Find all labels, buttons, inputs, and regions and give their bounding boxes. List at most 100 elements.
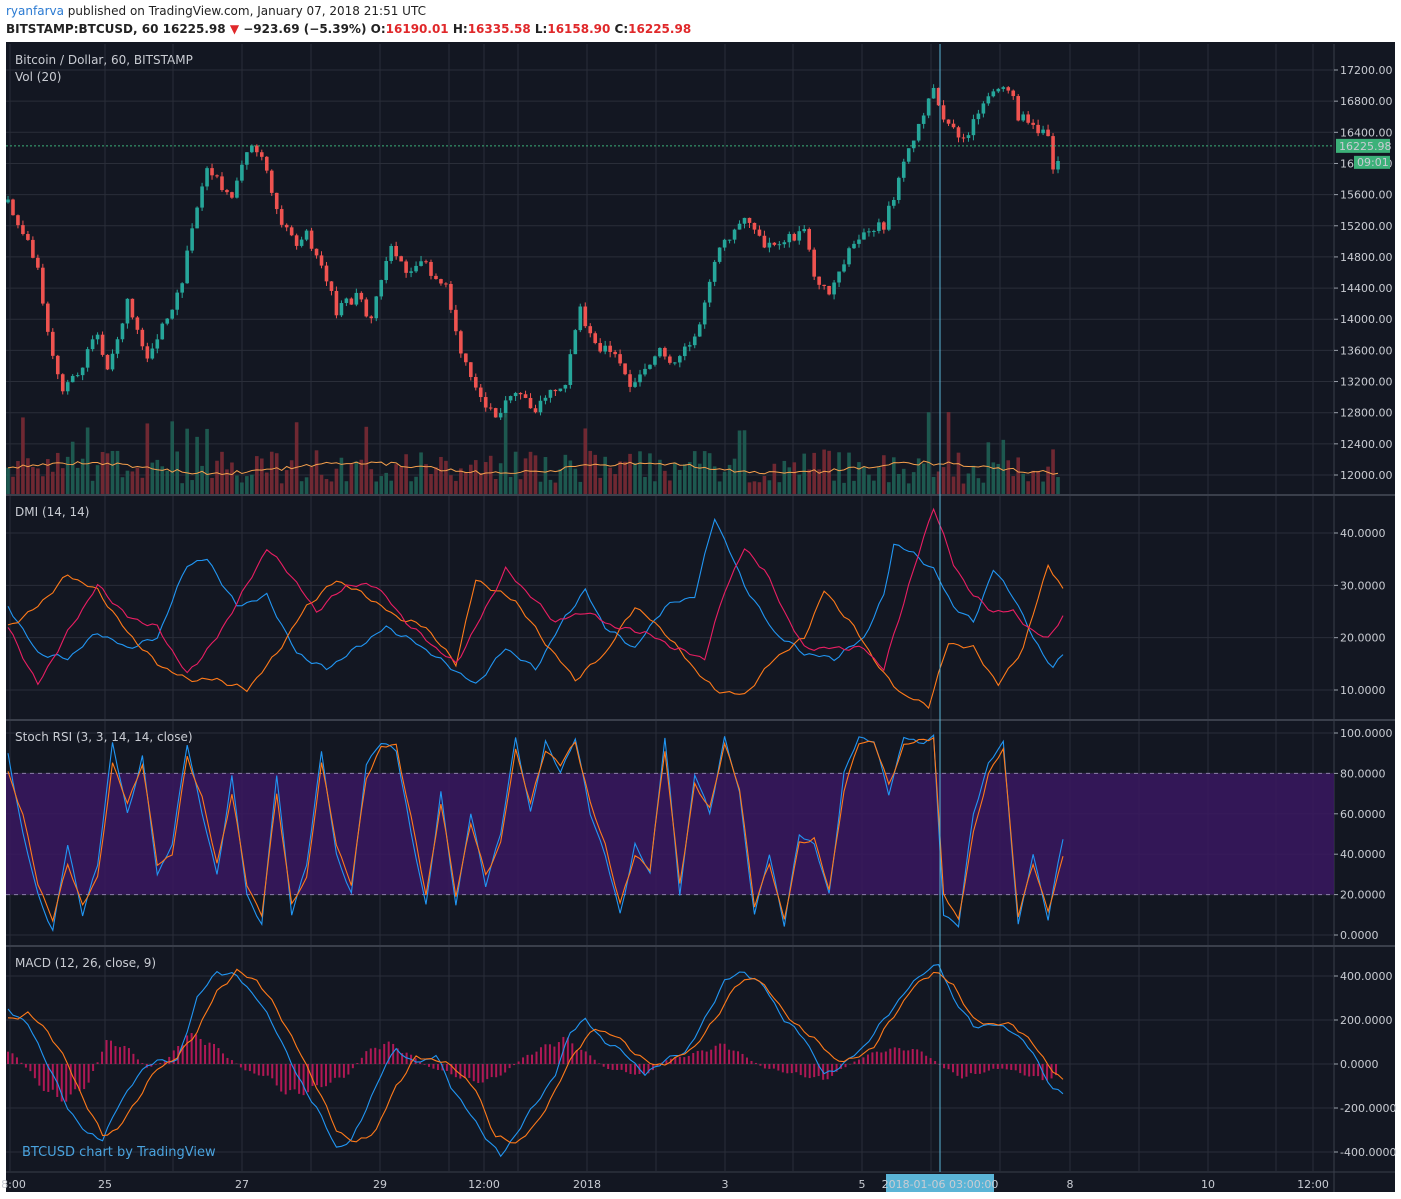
candle-body xyxy=(951,123,956,128)
macd-histogram-bar xyxy=(548,1044,551,1064)
candle-body xyxy=(409,271,413,273)
macd-histogram-bar xyxy=(844,1064,847,1068)
volume-bar xyxy=(573,468,578,494)
dmi-tick-label: 40.0000 xyxy=(1340,527,1386,540)
macd-histogram-bar xyxy=(262,1064,265,1076)
macd-histogram-bar xyxy=(642,1064,645,1074)
candle-body xyxy=(608,345,612,352)
volume-bar xyxy=(807,469,812,494)
macd-histogram-bar xyxy=(925,1055,928,1064)
candle-body xyxy=(762,235,767,248)
macd-histogram-bar xyxy=(38,1064,41,1086)
candle-body xyxy=(832,282,836,295)
candle-body xyxy=(882,222,886,230)
macd-histogram-bar xyxy=(239,1064,242,1068)
macd-histogram-bar xyxy=(47,1064,50,1092)
candle-body xyxy=(155,339,160,349)
time-axis-label: 12:00 xyxy=(1297,1178,1329,1191)
volume-bar xyxy=(369,469,374,494)
candle-body xyxy=(31,239,35,258)
volume-bar xyxy=(205,428,209,494)
volume-bar xyxy=(215,460,219,494)
macd-histogram-bar xyxy=(884,1051,887,1064)
macd-histogram-bar xyxy=(365,1051,368,1064)
macd-histogram-bar xyxy=(387,1041,390,1064)
macd-histogram-bar xyxy=(777,1064,780,1071)
macd-histogram-bar xyxy=(620,1064,623,1070)
price-tick-label: 16400.00 xyxy=(1340,126,1393,139)
candle-body xyxy=(1036,124,1040,134)
macd-histogram-bar xyxy=(526,1054,529,1064)
macd-histogram-bar xyxy=(513,1064,516,1066)
macd-histogram-bar xyxy=(535,1051,538,1064)
candle-body xyxy=(638,374,642,383)
stoch-rsi-tick-label: 100.0000 xyxy=(1340,727,1393,740)
volume-bar xyxy=(259,458,264,494)
macd-histogram-bar xyxy=(741,1053,744,1064)
volume-bar xyxy=(503,413,508,494)
volume-bar xyxy=(36,468,40,494)
candle-body xyxy=(190,228,194,251)
macd-histogram-bar xyxy=(481,1064,484,1083)
macd-histogram-bar xyxy=(862,1057,865,1064)
volume-bar xyxy=(319,474,324,494)
volume-bar xyxy=(379,476,384,494)
volume-bar xyxy=(1001,439,1006,494)
volume-bar xyxy=(717,481,722,494)
volume-bar xyxy=(140,477,145,494)
symbol-label: BITSTAMP:BTCUSD, 60 xyxy=(6,22,159,36)
volume-bar xyxy=(991,462,996,494)
macd-histogram-bar xyxy=(907,1050,910,1064)
volume-bar xyxy=(628,453,632,494)
volume-bar xyxy=(269,451,274,494)
candle-body xyxy=(921,115,926,124)
candle-body xyxy=(807,229,812,250)
volume-bar xyxy=(916,458,921,494)
volume-bar xyxy=(882,455,886,494)
candle-body xyxy=(901,161,906,178)
volume-bar xyxy=(314,450,319,494)
price-tick-label: 15200.00 xyxy=(1340,220,1393,233)
candle-body xyxy=(513,392,518,397)
volume-bar xyxy=(31,466,35,494)
candle-body xyxy=(70,375,75,383)
volume-bar xyxy=(772,463,777,494)
macd-histogram-bar xyxy=(732,1050,735,1064)
volume-bar xyxy=(926,412,931,494)
macd-histogram-bar xyxy=(24,1064,27,1068)
macd-histogram-bar xyxy=(20,1062,23,1064)
macd-histogram-bar xyxy=(29,1064,32,1072)
chart-frame[interactable] xyxy=(6,42,1395,1192)
price-tick-label: 12400.00 xyxy=(1340,438,1393,451)
candle-body xyxy=(245,152,249,165)
macd-histogram-bar xyxy=(83,1064,86,1090)
macd-histogram-bar xyxy=(1032,1064,1035,1076)
price-tick-label: 14800.00 xyxy=(1340,251,1393,264)
macd-histogram-bar xyxy=(92,1064,95,1071)
volume-bar xyxy=(483,462,488,494)
macd-histogram-bar xyxy=(929,1058,932,1064)
volume-bar xyxy=(553,482,558,494)
macd-histogram-bar xyxy=(974,1064,977,1075)
macd-histogram-bar xyxy=(786,1064,789,1074)
author-link[interactable]: ryanfarva xyxy=(6,4,64,18)
volume-bar xyxy=(195,436,199,494)
macd-histogram-bar xyxy=(1001,1064,1004,1069)
volume-bar xyxy=(747,482,752,494)
candle-body xyxy=(264,156,269,171)
candle-body xyxy=(817,276,821,285)
volume-bar xyxy=(1036,470,1040,494)
volume-bar xyxy=(603,456,607,494)
macd-histogram-bar xyxy=(11,1053,14,1064)
macd-histogram-bar xyxy=(383,1043,386,1064)
volume-bar xyxy=(90,480,95,494)
open-value: 16190.01 xyxy=(385,22,449,36)
volume-bar xyxy=(857,462,861,494)
volume-bar xyxy=(1056,477,1060,494)
macd-series-line xyxy=(7,968,1064,1144)
macd-histogram-bar xyxy=(754,1062,757,1064)
volume-bar xyxy=(737,430,742,494)
candle-body xyxy=(46,303,50,332)
volume-bar xyxy=(339,457,344,494)
